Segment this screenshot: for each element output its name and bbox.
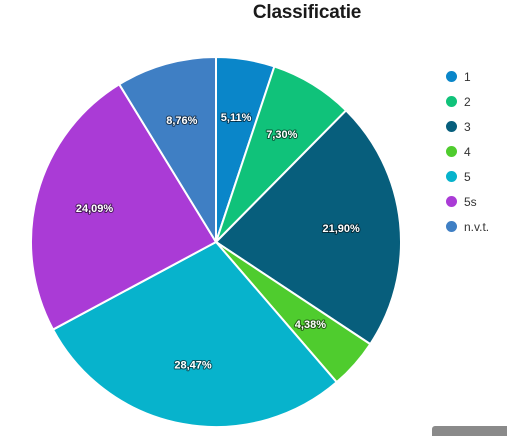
slice-value-label: 4,38% xyxy=(295,319,326,331)
legend-swatch xyxy=(446,96,457,107)
slice-value-label: 5,11% xyxy=(221,112,252,124)
slice-value-label: 8,76% xyxy=(166,115,197,127)
legend-item[interactable]: 1 xyxy=(446,64,489,89)
legend-swatch xyxy=(446,221,457,232)
pie-slice-labels: 5,11% 7,30% 21,90% 4,38% 28,47% 24,09% 8,76% xyxy=(75,111,361,373)
chart-title: Classificatie xyxy=(252,2,362,23)
legend-item[interactable]: 2 xyxy=(446,89,489,114)
legend-item[interactable]: 5 xyxy=(446,164,489,189)
slice-value-label: 28,47% xyxy=(174,360,212,372)
legend-label: n.v.t. xyxy=(464,219,490,234)
legend-label: 1 xyxy=(464,69,471,84)
pie-slice-3[interactable] xyxy=(215,109,402,346)
legend-label: 5 xyxy=(464,169,471,184)
slice-value-label: 7,30% xyxy=(266,129,297,141)
legend-swatch xyxy=(446,196,457,207)
legend-label: 5s xyxy=(464,194,477,209)
pie-slices xyxy=(30,56,402,428)
legend-swatch xyxy=(446,146,457,157)
legend-label: 2 xyxy=(464,94,471,109)
legend-label: 4 xyxy=(464,144,471,159)
legend-item[interactable]: 3 xyxy=(446,114,489,139)
pie-slice-5[interactable] xyxy=(52,241,338,428)
legend-swatch xyxy=(446,121,457,132)
pie-slice-n-v-t[interactable] xyxy=(118,56,217,243)
legend-item[interactable]: 5s xyxy=(446,189,489,214)
legend-item[interactable]: 4 xyxy=(446,139,489,164)
pie-slice-5s[interactable] xyxy=(30,83,217,331)
slice-value-label: 21,90% xyxy=(322,223,360,235)
legend-label: 3 xyxy=(464,119,471,134)
slice-value-label: 24,09% xyxy=(76,203,114,215)
legend-item[interactable]: n.v.t. xyxy=(446,214,489,239)
legend-swatch xyxy=(446,71,457,82)
scroll-tab[interactable] xyxy=(432,426,507,436)
legend-swatch xyxy=(446,171,457,182)
legend: 1 2 3 4 5 5s n.v.t. xyxy=(446,64,489,239)
